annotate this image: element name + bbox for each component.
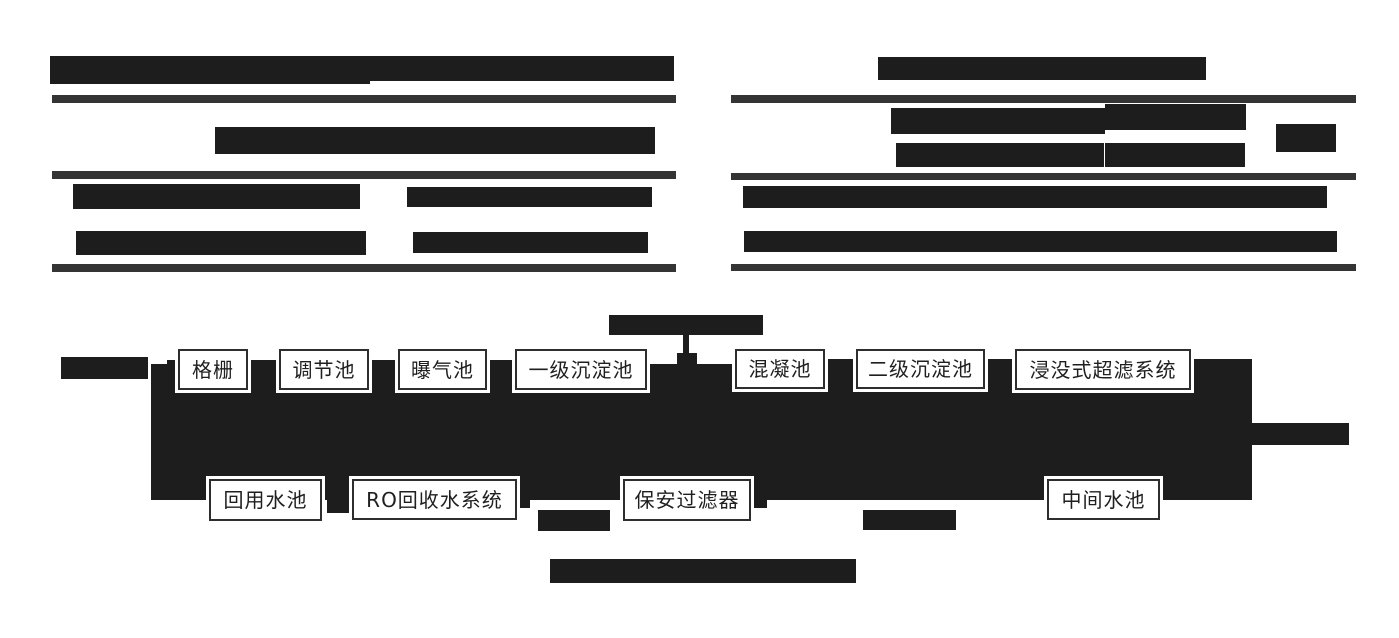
process-box-ro-recovery-system: RO回收水系统 xyxy=(352,479,517,520)
connector-stub xyxy=(677,353,697,365)
section-divider xyxy=(731,264,1356,271)
process-box-regulating-tank: 调节池 xyxy=(279,349,369,390)
process-box-grid-screen: 格栅 xyxy=(178,349,248,390)
process-box-label: 中间水池 xyxy=(1061,487,1146,512)
redacted-caption-block xyxy=(550,559,856,583)
section-divider xyxy=(731,95,1356,103)
process-box-label: 浸没式超滤系统 xyxy=(1029,357,1177,382)
redacted-text-block xyxy=(50,56,370,84)
redacted-text-block xyxy=(743,186,1327,208)
redacted-flow-notch xyxy=(828,359,856,365)
process-box-reuse-water-tank: 回用水池 xyxy=(209,479,322,521)
redacted-flow-notch xyxy=(486,360,516,365)
process-box-label: RO回收水系统 xyxy=(366,487,503,512)
redacted-inlet-label xyxy=(61,357,148,379)
redacted-flow-connector xyxy=(751,500,767,508)
process-box-secondary-sedimentation: 二级沉淀池 xyxy=(856,349,985,389)
redacted-text-block xyxy=(1276,124,1336,152)
redacted-flow-notch xyxy=(248,360,280,365)
redacted-text-block xyxy=(744,231,1337,252)
process-box-label: 保安过滤器 xyxy=(634,488,740,512)
redacted-text-block xyxy=(413,232,648,253)
process-box-security-filter: 保安过滤器 xyxy=(623,479,751,521)
process-box-label: 一级沉淀池 xyxy=(528,357,634,382)
redacted-text-block xyxy=(878,57,1206,80)
redacted-flow-connector xyxy=(517,500,530,508)
redacted-text-block xyxy=(407,187,652,207)
redacted-text-block xyxy=(73,184,360,209)
process-box-label: 二级沉淀池 xyxy=(868,357,973,381)
process-box-primary-sedimentation: 一级沉淀池 xyxy=(515,349,647,390)
redacted-note-block xyxy=(538,510,610,531)
section-divider xyxy=(52,95,676,103)
redacted-text-block xyxy=(215,127,655,154)
redacted-text-block xyxy=(370,56,674,81)
process-box-label: 曝气池 xyxy=(411,357,474,382)
process-box-label: 回用水池 xyxy=(223,488,308,512)
redacted-text-block xyxy=(896,143,1104,167)
redacted-note-block xyxy=(863,510,956,530)
process-box-intermediate-tank: 中间水池 xyxy=(1047,479,1160,520)
redacted-flow-notch xyxy=(167,360,178,365)
process-box-label: 调节池 xyxy=(292,357,356,382)
section-divider xyxy=(52,171,676,179)
redacted-flow-notch xyxy=(988,359,1015,365)
redacted-flow-connector xyxy=(327,500,352,513)
redacted-top-label xyxy=(609,315,763,335)
redacted-text-block xyxy=(76,231,366,255)
redacted-text-block xyxy=(1105,104,1246,130)
redacted-text-block xyxy=(891,108,1105,134)
redacted-text-block xyxy=(1105,143,1245,167)
process-box-label: 格栅 xyxy=(192,357,234,382)
process-box-submerged-uf-system: 浸没式超滤系统 xyxy=(1015,349,1191,390)
section-divider xyxy=(52,264,676,272)
process-box-coagulation-tank: 混凝池 xyxy=(735,349,825,389)
redacted-flow-notch xyxy=(368,360,398,365)
redacted-flow-notch xyxy=(1191,359,1252,365)
connector-line xyxy=(683,335,689,355)
section-divider xyxy=(731,173,1356,180)
redacted-outlet-arrow xyxy=(1252,423,1349,445)
process-box-label: 混凝池 xyxy=(748,357,812,381)
process-box-aeration-tank: 曝气池 xyxy=(398,349,487,390)
